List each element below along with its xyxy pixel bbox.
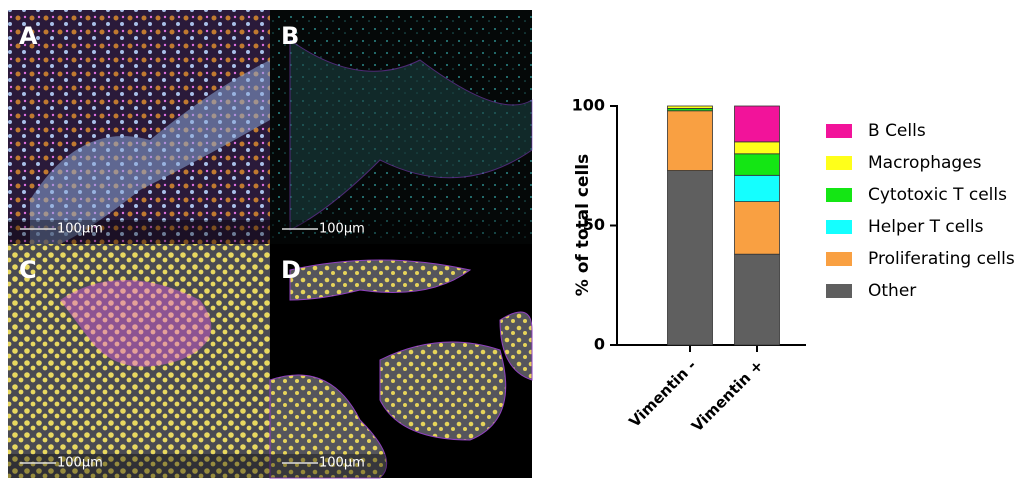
bar-segment — [667, 170, 713, 346]
scale-label: 100µm — [319, 222, 365, 237]
image-b-region — [289, 39, 533, 231]
x-tick-label: Vimentin - — [625, 356, 700, 431]
bar-segment — [734, 153, 780, 176]
legend-swatch — [826, 188, 852, 202]
panel-label: B — [281, 22, 299, 50]
legend-label: Macrophages — [868, 153, 982, 173]
legend-swatch — [826, 124, 852, 138]
y-tick-label: 100 — [572, 96, 605, 115]
panel-annotations: A 100µm B 100µm C 100µm D 100µm — [8, 22, 532, 478]
bar-segment — [734, 253, 780, 346]
panel-label: C — [19, 256, 37, 284]
scale-strip — [8, 220, 270, 244]
legend-label: Other — [868, 281, 916, 301]
scale-strip — [270, 454, 532, 478]
bar-segment — [734, 174, 780, 202]
legend-label: Proliferating cells — [868, 249, 1015, 269]
panel-label: A — [19, 22, 38, 50]
micrographs — [8, 10, 533, 479]
image-c — [8, 244, 270, 478]
y-tick-label: 50 — [583, 215, 605, 234]
scale-label: 100µm — [57, 456, 103, 471]
panel-label: D — [281, 256, 301, 284]
image-c-region — [60, 280, 212, 367]
chart: 0 50 100 % of total cells Vimentin -Vimentin… — [572, 96, 1015, 436]
bar-segment — [667, 110, 713, 171]
legend-swatch — [826, 252, 852, 266]
bar-segment — [734, 201, 780, 255]
image-d-tissue — [269, 259, 533, 479]
y-tick-label: 0 — [594, 335, 605, 354]
bar-segment — [734, 105, 780, 143]
image-a-stroma — [30, 60, 270, 244]
scale-strip — [270, 220, 532, 244]
x-tick-label: Vimentin + — [688, 356, 767, 435]
scale-label: 100µm — [319, 456, 365, 471]
legend-label: Cytotoxic T cells — [868, 185, 1007, 205]
y-axis-label: % of total cells — [573, 154, 593, 296]
scale-strip — [8, 454, 270, 478]
legend-swatch — [826, 284, 852, 298]
legend-swatch — [826, 156, 852, 170]
legend-label: B Cells — [868, 121, 926, 141]
legend-swatch — [826, 220, 852, 234]
bar-segment — [667, 105, 713, 109]
bar-segment — [734, 141, 780, 155]
legend-label: Helper T cells — [868, 217, 984, 237]
scale-label: 100µm — [57, 222, 103, 237]
